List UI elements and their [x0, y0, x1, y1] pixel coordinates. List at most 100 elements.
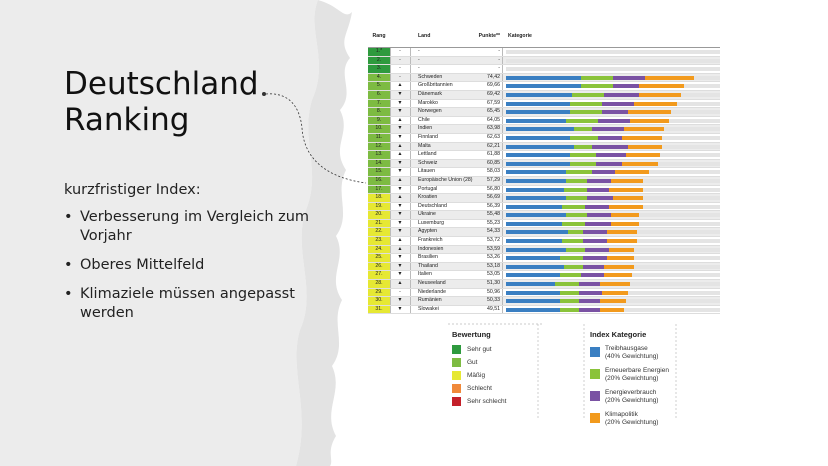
column-divider — [502, 125, 503, 133]
table-row: 5. ▲ Großbritannien 69,66 — [368, 82, 720, 91]
legend-item: Mäßig — [452, 371, 491, 384]
column-divider — [390, 228, 391, 237]
bullet-item: • Verbesserung im Vergleich zum Vorjahr — [64, 208, 334, 246]
bar-track — [506, 118, 720, 123]
bar-segment — [602, 290, 628, 295]
category-bar-cell — [506, 194, 720, 202]
column-divider — [390, 125, 391, 133]
country-cell: Schweden — [418, 73, 443, 80]
table-row: 15. ▼ Litauen 58,03 — [368, 168, 720, 177]
category-bar-cell — [506, 280, 720, 288]
bar-segment — [506, 273, 560, 278]
bar-segment — [506, 204, 562, 209]
bar-segment — [506, 256, 560, 261]
bar-segment — [621, 161, 658, 166]
legend-item: Energieverbrauch (20% Gewichtung) — [590, 389, 658, 411]
country-cell: Lettland — [418, 151, 437, 158]
country-cell: - — [418, 65, 420, 72]
bar-segment — [587, 178, 611, 183]
bar-segment — [604, 273, 633, 278]
bar-segment — [604, 92, 639, 97]
column-divider — [390, 159, 391, 168]
category-bar-cell — [506, 203, 720, 211]
bar-segment — [506, 187, 564, 192]
country-cell: Indien — [418, 125, 433, 132]
table-row: 28. ▲ Neuseeland 51,30 — [368, 280, 720, 289]
bar-segment — [598, 135, 622, 140]
column-divider — [390, 254, 391, 262]
bar-track — [506, 307, 720, 312]
legend-label-line2: (20% Gewichtung) — [605, 419, 659, 426]
bar-segment — [591, 170, 616, 175]
bar-segment — [506, 196, 566, 201]
bar-segment — [561, 221, 586, 226]
category-bar-cell — [506, 220, 720, 228]
bar-track — [506, 50, 720, 54]
bar-segment — [600, 307, 624, 312]
trend-icon: ▼ — [397, 99, 403, 106]
column-divider — [502, 254, 503, 262]
title-line-1: Deutschland — [64, 66, 259, 102]
bar-track — [506, 273, 720, 278]
category-bar-cell — [506, 254, 720, 262]
table-row: 11. ▼ Finnland 62,63 — [368, 133, 720, 143]
trend-icon: ▼ — [397, 125, 403, 132]
table-row: 9. ▲ Chile 64,05 — [368, 116, 720, 126]
column-divider — [390, 65, 391, 73]
trend-icon: ▲ — [397, 194, 403, 201]
legend-swatch — [590, 347, 600, 357]
table-row: 29. - Niederlande 50,96 — [368, 288, 720, 298]
bar-segment — [606, 256, 635, 261]
rank-cell: 29. — [368, 288, 390, 297]
bar-segment — [587, 196, 613, 201]
trend-icon: ▲ — [397, 116, 403, 123]
column-divider — [502, 108, 503, 116]
country-cell: Litauen — [418, 168, 436, 175]
category-bar-cell — [506, 82, 720, 90]
category-items: Treibhausgase (40% Gewichtung) Erneuerbare… — [590, 345, 669, 433]
category-bar-cell — [506, 211, 720, 219]
rank-cell: 30. — [368, 297, 390, 305]
column-divider — [390, 142, 391, 151]
bar-segment — [578, 282, 601, 287]
country-cell: - — [418, 48, 420, 54]
category-bar-cell — [506, 100, 720, 108]
bar-segment — [613, 84, 639, 89]
column-divider — [410, 108, 411, 116]
table-row: 22. ▼ Ägypten 54,33 — [368, 228, 720, 238]
column-divider — [390, 48, 391, 56]
rank-cell: 1.* — [368, 48, 390, 56]
trend-icon: ▼ — [397, 108, 403, 115]
column-divider — [502, 288, 503, 297]
points-cell: 69,66 — [487, 82, 500, 89]
column-divider — [502, 56, 503, 65]
bar-segment — [506, 118, 566, 123]
column-divider — [390, 116, 391, 125]
category-bar-cell — [506, 91, 720, 99]
column-divider — [502, 245, 503, 254]
bar-track — [506, 256, 720, 261]
bar-segment — [585, 221, 611, 226]
column-divider — [502, 133, 503, 142]
column-divider — [390, 219, 391, 228]
bar-segment — [625, 153, 661, 158]
table-row: 1.* - - - — [368, 48, 720, 57]
trend-icon: ▲ — [397, 280, 403, 287]
trend-icon: ▼ — [397, 219, 403, 226]
column-divider — [410, 73, 411, 82]
bar-track — [506, 290, 720, 295]
trend-icon: - — [399, 48, 401, 54]
rank-cell: 9. — [368, 116, 390, 125]
bar-track — [506, 221, 720, 226]
points-cell: 62,63 — [487, 133, 500, 140]
legend-swatch — [452, 345, 461, 354]
category-bar-cell — [506, 246, 720, 254]
bar-segment — [559, 299, 579, 304]
bar-track — [506, 75, 720, 80]
trend-icon: ▼ — [397, 211, 403, 218]
rank-cell: 18. — [368, 194, 390, 202]
column-divider — [390, 99, 391, 108]
bar-segment — [610, 221, 639, 226]
bar-segment — [610, 213, 639, 218]
rank-cell: 6. — [368, 90, 390, 99]
